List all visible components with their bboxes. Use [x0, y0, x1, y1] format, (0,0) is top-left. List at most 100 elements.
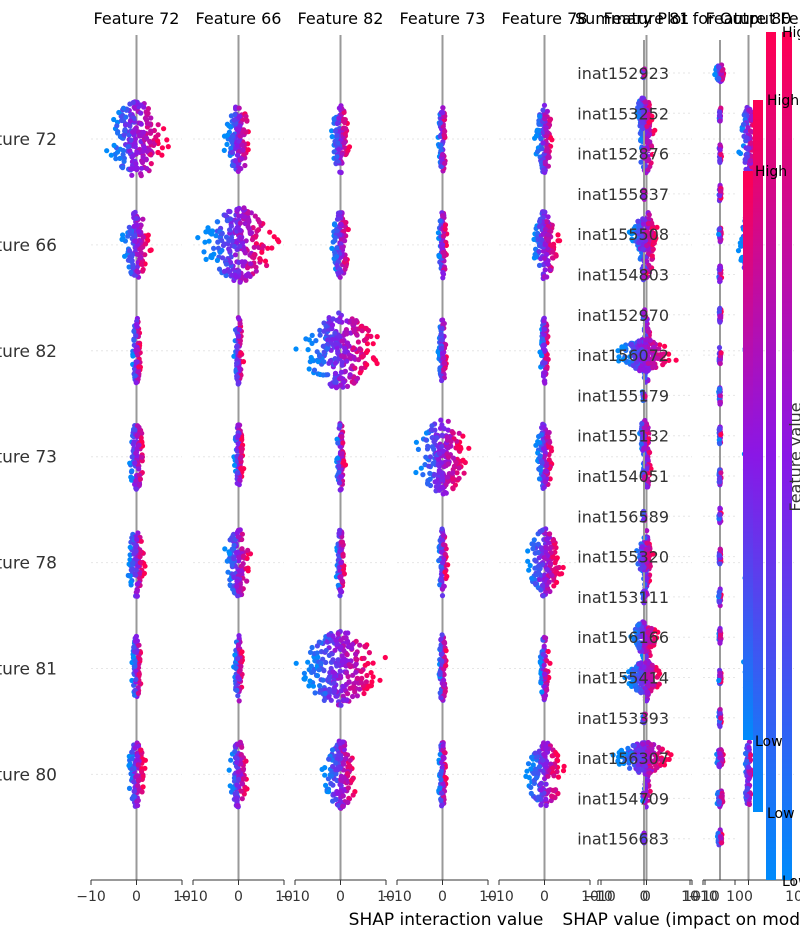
shap-point [322, 772, 328, 778]
shap-point [548, 242, 554, 248]
shap-point [220, 242, 227, 248]
shap-point [221, 268, 227, 274]
shap-point [537, 440, 543, 446]
shap-point [237, 321, 243, 327]
shap-point [332, 330, 338, 336]
shap-point [329, 128, 335, 134]
swarm-row-3 [435, 317, 449, 384]
shap-point [638, 136, 644, 143]
shap-point [450, 485, 456, 491]
shap-point [541, 424, 547, 430]
shap-point [326, 694, 332, 700]
shap-point [437, 451, 443, 457]
shap-point [221, 147, 227, 153]
shap-point [155, 122, 161, 128]
shap-point [541, 318, 547, 324]
shap-point [133, 478, 139, 484]
x-tick-label: −10 [382, 889, 412, 905]
shap-point [535, 569, 542, 575]
shap-point [545, 154, 551, 160]
shap-point [241, 151, 247, 157]
shap-point [535, 128, 541, 134]
shap-point [358, 365, 364, 371]
shap-point [333, 760, 339, 766]
shap-point [547, 117, 553, 123]
shap-point [363, 679, 369, 685]
shap-point [353, 651, 359, 657]
shap-point [344, 331, 350, 337]
shap-point [545, 214, 551, 220]
shap-point [553, 569, 560, 575]
shap-point [144, 120, 150, 126]
swarm-row-1 [329, 103, 353, 176]
shap-point [111, 142, 117, 148]
shap-point [553, 253, 559, 259]
shap-point [115, 130, 121, 136]
shap-point [104, 148, 110, 154]
shap-point [337, 232, 343, 238]
shap-point [456, 475, 462, 481]
shap-point [148, 161, 154, 167]
x-tick-label: 10 [275, 889, 293, 905]
shap-point [134, 638, 140, 644]
shap-point [206, 238, 212, 244]
shap-point [440, 317, 446, 323]
shap-point [309, 356, 315, 363]
shap-point [346, 662, 352, 668]
shap-point [232, 748, 238, 755]
shap-point [545, 773, 551, 779]
shap-point [540, 107, 546, 113]
shap-point [129, 677, 135, 684]
swarm-row-4 [533, 421, 555, 491]
x-tick-label: −10 [484, 889, 514, 905]
shap-point [316, 667, 322, 673]
shap-point [239, 546, 245, 552]
shap-point [545, 261, 551, 267]
shap-point [235, 693, 241, 699]
shap-point [234, 759, 240, 766]
x-tick-label: 0 [132, 889, 141, 905]
shap-point [429, 444, 435, 450]
shap-point [415, 446, 421, 452]
shap-point [331, 680, 337, 686]
x-tick-label: −10 [280, 889, 310, 905]
shap-point [357, 346, 363, 352]
shap-point [239, 142, 245, 148]
shap-point [542, 369, 548, 375]
shap-point [448, 438, 454, 444]
shap-point [136, 442, 142, 448]
swarm-row-7 [226, 739, 250, 810]
shap-point [544, 567, 550, 573]
shap-point [420, 472, 426, 478]
shap-point [138, 165, 145, 171]
shap-point [127, 460, 133, 466]
shap-point [317, 332, 323, 338]
shap-point [220, 255, 226, 261]
shap-point [235, 593, 241, 599]
shap-point [136, 466, 142, 472]
shap-point [438, 777, 444, 783]
shap-point [309, 644, 315, 651]
shap-point [560, 564, 566, 571]
shap-point [336, 480, 343, 486]
shap-point [319, 766, 325, 773]
shap-point [134, 581, 140, 587]
shap-point [537, 218, 543, 225]
shap-point [238, 761, 244, 767]
shap-point [335, 802, 341, 808]
shap-point [345, 630, 351, 636]
shap-point [139, 789, 145, 795]
shap-point [339, 774, 345, 780]
shap-point [131, 223, 137, 229]
swarm-row-2 [329, 210, 351, 280]
shap-point [647, 449, 653, 456]
shap-point [240, 359, 247, 365]
shap-point [361, 655, 367, 661]
shap-point [253, 268, 259, 274]
shap-point [440, 270, 446, 276]
shap-point [442, 128, 448, 134]
shap-point [323, 647, 329, 654]
shap-point [350, 792, 356, 798]
shap-point [235, 333, 241, 339]
shap-point [546, 457, 552, 463]
